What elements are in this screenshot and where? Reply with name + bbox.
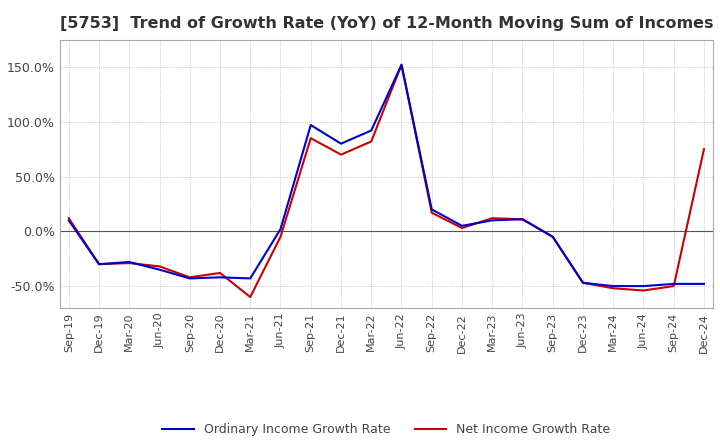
- Ordinary Income Growth Rate: [246, 276, 255, 281]
- Net Income Growth Rate: [337, 152, 346, 157]
- Net Income Growth Rate: [488, 216, 497, 221]
- Net Income Growth Rate: [579, 280, 588, 286]
- Ordinary Income Growth Rate: [518, 216, 527, 222]
- Net Income Growth Rate: [549, 234, 557, 239]
- Line: Ordinary Income Growth Rate: Ordinary Income Growth Rate: [68, 65, 704, 286]
- Legend: Ordinary Income Growth Rate, Net Income Growth Rate: Ordinary Income Growth Rate, Net Income …: [157, 418, 616, 440]
- Net Income Growth Rate: [307, 136, 315, 141]
- Ordinary Income Growth Rate: [609, 283, 618, 289]
- Net Income Growth Rate: [216, 270, 225, 275]
- Ordinary Income Growth Rate: [186, 276, 194, 281]
- Net Income Growth Rate: [246, 294, 255, 300]
- Ordinary Income Growth Rate: [670, 281, 678, 286]
- Net Income Growth Rate: [670, 283, 678, 289]
- Net Income Growth Rate: [639, 288, 648, 293]
- Ordinary Income Growth Rate: [700, 281, 708, 286]
- Ordinary Income Growth Rate: [397, 62, 406, 67]
- Ordinary Income Growth Rate: [458, 223, 467, 228]
- Net Income Growth Rate: [428, 210, 436, 215]
- Ordinary Income Growth Rate: [156, 267, 164, 272]
- Net Income Growth Rate: [64, 216, 73, 221]
- Net Income Growth Rate: [276, 234, 285, 239]
- Net Income Growth Rate: [95, 261, 104, 267]
- Net Income Growth Rate: [397, 62, 406, 67]
- Ordinary Income Growth Rate: [307, 122, 315, 128]
- Net Income Growth Rate: [156, 264, 164, 269]
- Ordinary Income Growth Rate: [549, 234, 557, 239]
- Ordinary Income Growth Rate: [276, 227, 285, 232]
- Net Income Growth Rate: [458, 225, 467, 231]
- Net Income Growth Rate: [609, 286, 618, 291]
- Title: [5753]  Trend of Growth Rate (YoY) of 12-Month Moving Sum of Incomes: [5753] Trend of Growth Rate (YoY) of 12-…: [60, 16, 713, 32]
- Ordinary Income Growth Rate: [488, 218, 497, 223]
- Net Income Growth Rate: [367, 139, 376, 144]
- Ordinary Income Growth Rate: [216, 275, 225, 280]
- Line: Net Income Growth Rate: Net Income Growth Rate: [68, 65, 704, 297]
- Ordinary Income Growth Rate: [579, 280, 588, 286]
- Ordinary Income Growth Rate: [367, 128, 376, 133]
- Ordinary Income Growth Rate: [639, 283, 648, 289]
- Ordinary Income Growth Rate: [125, 259, 134, 264]
- Net Income Growth Rate: [125, 260, 134, 266]
- Net Income Growth Rate: [700, 147, 708, 152]
- Net Income Growth Rate: [186, 275, 194, 280]
- Ordinary Income Growth Rate: [64, 218, 73, 223]
- Ordinary Income Growth Rate: [95, 261, 104, 267]
- Net Income Growth Rate: [518, 216, 527, 222]
- Ordinary Income Growth Rate: [428, 207, 436, 212]
- Ordinary Income Growth Rate: [337, 141, 346, 147]
